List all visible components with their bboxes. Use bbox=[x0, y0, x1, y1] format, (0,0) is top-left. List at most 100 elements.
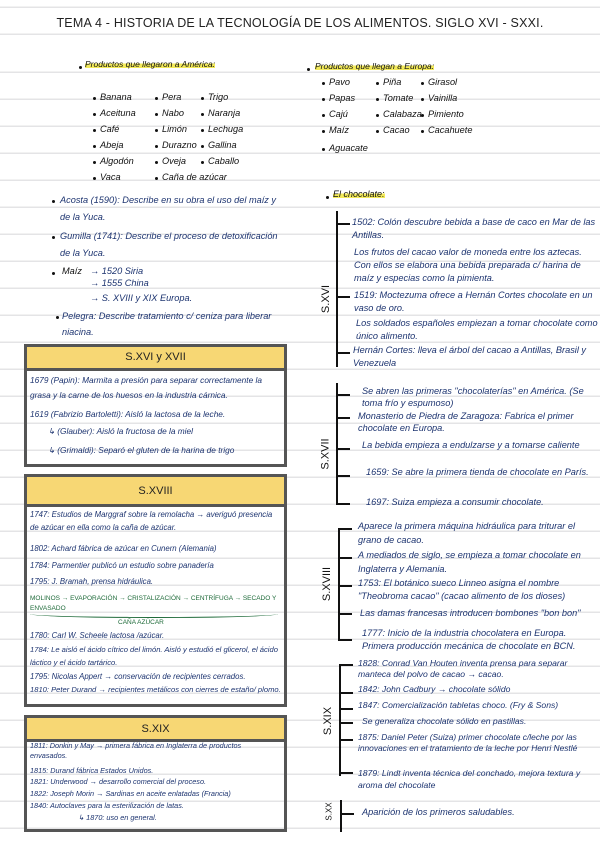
chocolate-xviii-line: Las damas francesas introducen bombones … bbox=[360, 608, 581, 618]
bullet bbox=[155, 161, 158, 164]
europa-item: Maíz bbox=[329, 125, 349, 135]
chocolate-xix-line: 1879: Lindt inventa técnica del conchado… bbox=[358, 768, 581, 790]
europa-item: Papas bbox=[329, 93, 356, 103]
box2-line: 1795: J. Bramah, prensa hidráulica. bbox=[30, 577, 154, 586]
box3-line: 1840: Autoclaves para la esterilización … bbox=[30, 801, 184, 810]
bullet bbox=[93, 145, 96, 148]
europa-item: Calabaza bbox=[383, 109, 422, 119]
chocolate-xvii-line: Monasterio de Piedra de Zaragoza: Fabric… bbox=[358, 411, 574, 433]
note-gumilla: Gumilla (1741): Describe el proceso de d… bbox=[60, 231, 278, 258]
bullet bbox=[93, 129, 96, 132]
tick bbox=[336, 503, 350, 505]
bullet bbox=[421, 130, 424, 133]
america-item: Aceituna bbox=[100, 108, 136, 118]
america-item: Oveja bbox=[162, 156, 187, 166]
bullet bbox=[201, 145, 204, 148]
europa-heading: Productos que llegan a Europa: bbox=[315, 60, 435, 73]
box3-line: 1822: Joseph Morin → Sardinas en aceite … bbox=[30, 789, 231, 798]
europa-item: Girasol bbox=[428, 77, 458, 87]
note-maiz-3: → S. XVIII y XIX Europa. bbox=[90, 293, 193, 303]
chocolate-xvii-line: Se abren las primeras "chocolaterías" en… bbox=[362, 386, 584, 408]
chocolate-heading-text: El chocolate: bbox=[333, 189, 385, 199]
tick bbox=[339, 692, 353, 694]
europa-item: Tomate bbox=[383, 93, 414, 103]
note-maiz-1: → 1520 Siria bbox=[90, 266, 144, 276]
bullet bbox=[322, 148, 325, 151]
bullet bbox=[155, 145, 158, 148]
tick bbox=[338, 585, 352, 587]
box2-line: 1747: Estudios de Marggraf sobre la remo… bbox=[30, 510, 273, 532]
chocolate-xvi-line: 1502: Colón descubre bebida a base de ca… bbox=[352, 217, 596, 240]
timeline-xvi bbox=[336, 211, 338, 367]
chocolate-xix-line: 1847: Comercialización tabletas choco. (… bbox=[358, 700, 559, 710]
bullet bbox=[155, 113, 158, 116]
europa-item: Aguacate bbox=[329, 143, 368, 153]
box3-line: ↳ 1870: uso en general. bbox=[78, 813, 157, 822]
europa-item: Pavo bbox=[329, 77, 350, 87]
box-s-xix: S.XIX bbox=[24, 715, 287, 832]
tick bbox=[338, 639, 352, 641]
box3-line: 1821: Underwood → desarrollo comercial d… bbox=[30, 777, 207, 786]
chocolate-xvi-line: Hernán Cortes: lleva el árbol del cacao … bbox=[353, 345, 587, 368]
america-item: Nabo bbox=[162, 108, 184, 118]
bullet bbox=[376, 82, 379, 85]
bullet bbox=[322, 82, 325, 85]
tick bbox=[336, 394, 350, 396]
bullet bbox=[52, 236, 55, 239]
chocolate-xviii-line: A mediados de siglo, se empieza a tomar … bbox=[358, 550, 581, 574]
america-item: Limón bbox=[162, 124, 188, 134]
box2-line: 1784: Parmentier publicó un estudio sobr… bbox=[30, 561, 214, 570]
box2-line: 1784: Le aisló el ácido cítrico del limó… bbox=[30, 645, 278, 667]
bullet bbox=[52, 272, 55, 275]
america-item: Algodón bbox=[100, 156, 134, 166]
brace bbox=[30, 610, 278, 618]
note-pelegra: Pelegra: Describe tratamiento c/ ceniza … bbox=[62, 311, 272, 337]
europa-item: Piña bbox=[383, 77, 402, 87]
tick bbox=[339, 708, 353, 710]
century-label: S.XVIII bbox=[321, 566, 334, 602]
timeline-xix bbox=[339, 664, 341, 776]
tick bbox=[336, 223, 350, 225]
box-s-xviii: S.XVIII bbox=[24, 474, 287, 707]
bullet bbox=[376, 130, 379, 133]
america-heading: Productos que llegaron a América: bbox=[85, 58, 216, 71]
chocolate-xvii-line: 1659: Se abre la primera tienda de choco… bbox=[366, 467, 589, 477]
bullet bbox=[322, 130, 325, 133]
box2-line: 1810: Peter Durand → recipientes metálic… bbox=[30, 685, 281, 694]
bullet bbox=[56, 316, 59, 319]
timeline-xvii bbox=[336, 383, 338, 505]
box-header: S.XIX bbox=[27, 718, 284, 742]
tick bbox=[339, 722, 353, 724]
bullet bbox=[421, 82, 424, 85]
tick bbox=[336, 296, 350, 298]
bullet bbox=[421, 114, 424, 117]
bullet bbox=[376, 114, 379, 117]
tick bbox=[338, 528, 352, 530]
europa-item: Cajú bbox=[329, 109, 348, 119]
bullet bbox=[155, 129, 158, 132]
process-note: MOLINOS → EVAPORACIÓN → CRISTALIZACIÓN →… bbox=[30, 595, 277, 612]
america-item: Durazno bbox=[162, 140, 197, 150]
tick bbox=[336, 448, 350, 450]
america-item: Café bbox=[100, 124, 120, 134]
bullet bbox=[322, 114, 325, 117]
box1-line: 1619 (Fabrizio Bartoletti): Aisló la lac… bbox=[30, 409, 226, 419]
chocolate-xix-line: 1842: John Cadbury → chocolate sólido bbox=[358, 684, 511, 694]
chocolate-xvi-line: 1519: Moctezuma ofrece a Hernán Cortes c… bbox=[354, 290, 593, 313]
europa-heading-text: Productos que llegan a Europa: bbox=[315, 61, 435, 71]
timeline-xx bbox=[340, 800, 342, 832]
bullet bbox=[421, 98, 424, 101]
america-item: Pera bbox=[162, 92, 182, 102]
chocolate-heading: El chocolate: bbox=[333, 188, 385, 201]
chocolate-xix-line: 1875: Daniel Peter (Suiza) primer chocol… bbox=[358, 732, 578, 753]
tick bbox=[336, 352, 350, 354]
century-label: S.XX bbox=[324, 802, 334, 821]
tick bbox=[339, 664, 353, 666]
america-item: Vaca bbox=[100, 172, 121, 182]
bullet bbox=[201, 113, 204, 116]
box-header: S.XVI y XVII bbox=[27, 347, 284, 371]
box-s-xvi-xvii: S.XVI y XVII bbox=[24, 344, 287, 467]
chocolate-xvii-line: La bebida empieza a endulzarse y a tomar… bbox=[362, 440, 580, 450]
box3-line: 1815: Durand fábrica Estados Unidos. bbox=[30, 766, 154, 775]
america-item: Banana bbox=[100, 92, 132, 102]
